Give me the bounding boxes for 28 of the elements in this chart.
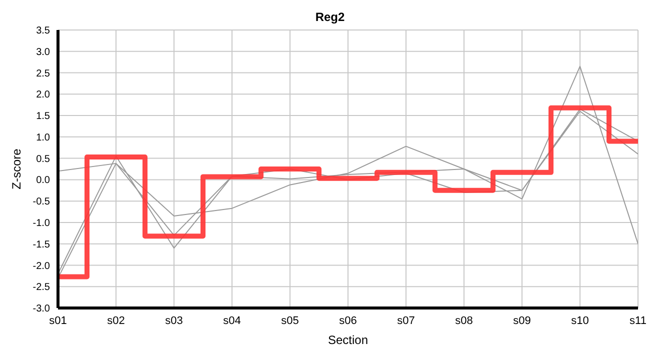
chart-title: Reg2 (314, 10, 346, 24)
x-tick-label: s05 (281, 314, 299, 327)
x-tick-label: s11 (630, 314, 646, 327)
y-axis-title: Z-score (9, 148, 24, 190)
y-tick-label: -3.0 (32, 304, 50, 315)
x-tick-label: s07 (397, 314, 415, 327)
x-tick-label: s02 (107, 314, 125, 327)
y-tick-label: -2.0 (32, 260, 50, 272)
y-tick-label: 1.5 (36, 111, 50, 122)
x-tick-label: s10 (571, 314, 589, 327)
x-tick-label: s04 (223, 314, 241, 327)
y-tick-label: 3.5 (36, 26, 50, 37)
y-tick-label: -1.0 (32, 218, 50, 230)
x-tick-label: s08 (455, 314, 473, 327)
y-tick-label: 0.0 (36, 175, 50, 186)
x-tick-label: s03 (165, 314, 183, 327)
y-tick-label: 2.0 (36, 90, 50, 101)
x-tick-label: s09 (513, 314, 531, 327)
x-tick-label: s01 (49, 314, 67, 327)
y-tick-label: -0.5 (32, 196, 50, 208)
y-tick-label: -2.5 (32, 282, 50, 294)
y-tick-label: 0.5 (36, 154, 50, 165)
x-tick-label: s06 (339, 314, 357, 327)
y-tick-label: 1.0 (36, 132, 50, 144)
y-tick-label: 2.5 (36, 68, 50, 80)
x-axis-title: Section (328, 333, 368, 347)
y-tick-label: 3.0 (36, 46, 50, 58)
y-tick-label: -1.5 (32, 239, 50, 250)
